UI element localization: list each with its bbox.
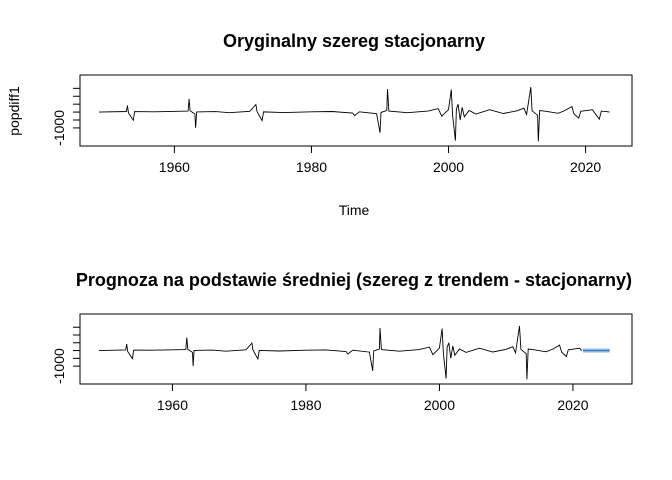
- y-axis-label-original: popdiff1: [6, 86, 22, 136]
- chart-title-original: Oryginalny szereg stacjonarny: [223, 31, 485, 51]
- forecast-band: [582, 348, 610, 353]
- series-line-original: [98, 87, 610, 142]
- plot-frame-forecast: [79, 313, 633, 385]
- x-tick-label-2000: 2000: [424, 397, 455, 413]
- plot-frame-original: [79, 74, 633, 147]
- x-tick-label-2020: 2020: [557, 397, 588, 413]
- x-tick-label-2020: 2020: [570, 159, 601, 175]
- x-axis-label-original: Time: [339, 202, 370, 218]
- y-tick-label--1000: -1000: [51, 110, 67, 146]
- axis-ticks-original: 1960 1980 2000 2020 -1000: [51, 87, 601, 175]
- x-tick-label-2000: 2000: [433, 159, 464, 175]
- chart-panel-forecast: Prognoza na podstawie średniej (szereg z…: [51, 270, 633, 413]
- chart-title-forecast: Prognoza na podstawie średniej (szereg z…: [76, 270, 632, 290]
- x-tick-label-1980: 1980: [296, 159, 327, 175]
- series-line-0: [98, 325, 582, 380]
- x-tick-label-1980: 1980: [290, 397, 321, 413]
- x-tick-label-1960: 1960: [157, 397, 188, 413]
- series-line-forecast: [98, 325, 582, 380]
- chart-panel-original: Oryginalny szereg stacjonarny 1960 1980 20…: [6, 31, 633, 218]
- axis-ticks-forecast: 1960 1980 2000 2020 -1000: [51, 326, 589, 413]
- y-tick-label--1000: -1000: [51, 348, 67, 384]
- series-line-0: [98, 87, 610, 142]
- x-tick-label-1960: 1960: [159, 159, 190, 175]
